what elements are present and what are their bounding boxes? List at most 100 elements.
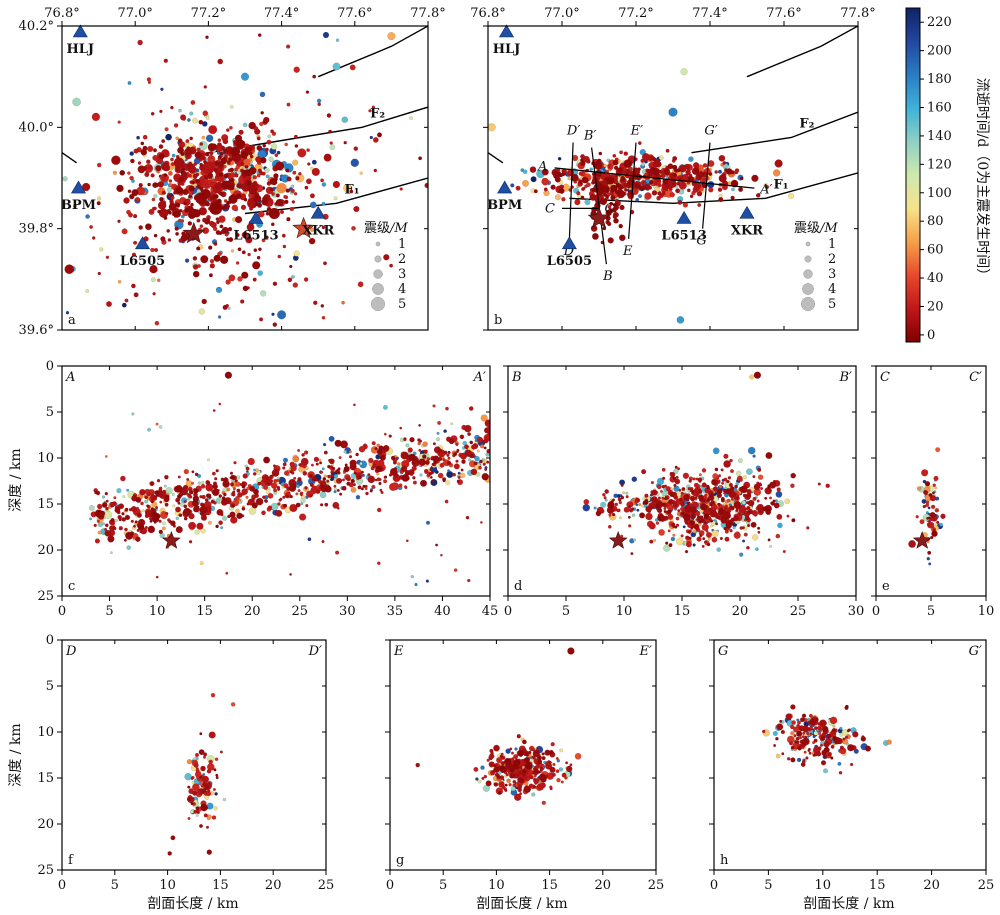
event-point (659, 170, 664, 174)
event-point (785, 713, 793, 720)
event-point (431, 462, 435, 466)
event-point (195, 172, 200, 177)
event-point (341, 300, 345, 305)
event-point (172, 504, 176, 508)
event-point (217, 142, 221, 147)
event-point (415, 762, 420, 768)
event-point (674, 525, 678, 529)
event-point (131, 412, 135, 416)
event-point (479, 444, 485, 449)
event-point (493, 766, 500, 773)
event-point (101, 502, 108, 508)
event-point (812, 741, 816, 745)
event-point (247, 181, 252, 186)
event-point (297, 448, 301, 453)
event-point (474, 455, 480, 462)
event-point (612, 203, 617, 207)
fault-label: F₂ (799, 116, 814, 131)
event-point (230, 702, 236, 707)
event-point (170, 105, 174, 110)
event-point (334, 469, 339, 474)
event-point (620, 175, 626, 181)
event-point (226, 488, 230, 492)
event-point (360, 470, 364, 474)
event-point (668, 107, 678, 117)
event-point (687, 487, 691, 491)
event-point (680, 534, 684, 538)
event-point (617, 167, 623, 173)
event-point (791, 518, 796, 523)
event-point (196, 218, 201, 223)
event-point (219, 172, 224, 177)
event-point (245, 495, 249, 499)
event-point (567, 647, 575, 655)
event-point (800, 717, 805, 723)
event-point (291, 200, 296, 204)
event-point (436, 437, 440, 442)
event-point (693, 524, 700, 530)
event-point (125, 531, 134, 540)
event-point (685, 541, 692, 548)
event-point (625, 171, 630, 175)
event-point (664, 497, 667, 501)
event-point (62, 176, 68, 182)
profile-line (702, 142, 711, 229)
event-point (213, 168, 218, 173)
event-point (307, 162, 311, 166)
event-point (322, 442, 327, 447)
event-point (215, 524, 219, 529)
event-point (527, 788, 531, 792)
event-point (150, 507, 155, 512)
fault-line (488, 152, 504, 164)
event-point (400, 465, 408, 473)
event-point (191, 481, 195, 485)
event-point (712, 486, 719, 492)
x-tick-label: 10 (488, 878, 505, 893)
event-point (159, 500, 163, 504)
event-point (852, 731, 859, 738)
event-point (183, 500, 187, 503)
fault-line (746, 26, 858, 78)
event-point (696, 190, 703, 197)
event-point (453, 452, 458, 457)
x-tick-label: 0 (872, 604, 880, 619)
event-point (272, 322, 278, 327)
event-point (927, 516, 931, 520)
event-point (650, 496, 658, 504)
event-point (295, 502, 301, 508)
event-point (266, 482, 270, 486)
event-point (289, 470, 293, 474)
event-point (130, 506, 137, 512)
event-point (509, 747, 513, 751)
event-point (450, 422, 454, 426)
event-point (552, 762, 556, 767)
colorbar-tick-label: 160 (927, 100, 952, 115)
plot-area (167, 693, 236, 856)
event-point (343, 183, 352, 193)
event-point (170, 520, 176, 526)
event-point (155, 490, 160, 495)
event-point (493, 782, 499, 787)
event-point (158, 519, 162, 523)
x-tick-label: 30 (848, 604, 865, 619)
event-point (674, 465, 678, 469)
event-point (226, 128, 230, 132)
event-point (760, 487, 764, 490)
event-point (309, 482, 314, 487)
event-point (688, 536, 692, 540)
event-point (337, 467, 341, 471)
event-point (596, 188, 604, 196)
event-point (155, 165, 162, 172)
fault-line (317, 26, 428, 78)
event-point (350, 478, 355, 484)
event-point (97, 196, 102, 201)
event-point (272, 464, 276, 468)
event-point (357, 475, 362, 480)
profile-end-label: C′ (605, 201, 618, 216)
event-point (561, 772, 567, 778)
event-point (329, 349, 335, 355)
event-point (565, 761, 569, 765)
event-point (224, 173, 229, 178)
event-point (326, 113, 332, 118)
event-point (205, 35, 209, 39)
